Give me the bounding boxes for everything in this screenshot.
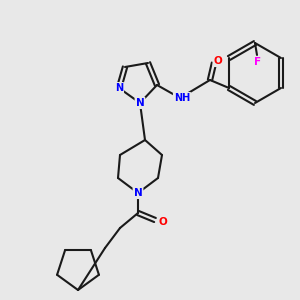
Text: NH: NH (174, 93, 190, 103)
Text: N: N (134, 188, 142, 198)
Text: F: F (254, 57, 262, 67)
Text: N: N (115, 83, 123, 93)
Text: O: O (159, 217, 167, 227)
Text: N: N (136, 98, 144, 108)
Text: O: O (214, 56, 222, 66)
